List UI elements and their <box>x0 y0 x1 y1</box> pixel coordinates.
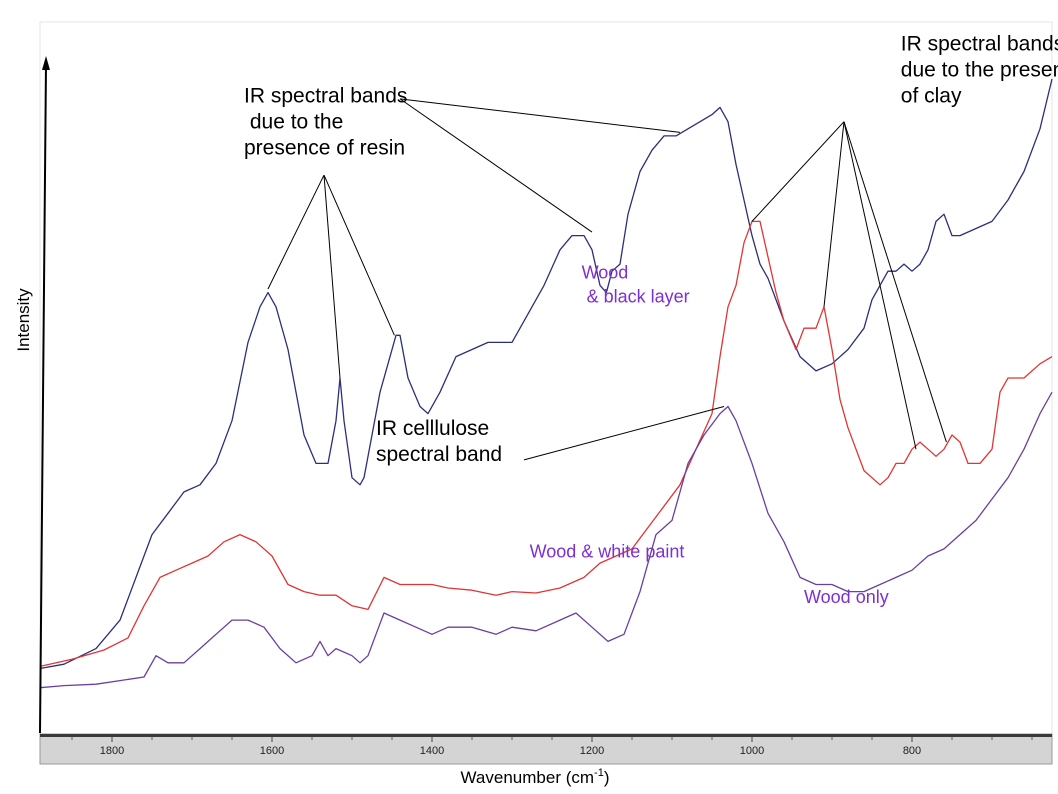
annotation-layer: IR spectral bands due to the presence of … <box>244 32 1058 465</box>
series-line-1 <box>39 220 1053 668</box>
annotation-leader-line <box>399 98 681 133</box>
annotation-line: due to the presence <box>901 58 1058 81</box>
annotation-line: presence of resin <box>244 136 405 159</box>
y-axis-title: Intensity <box>14 288 33 352</box>
series-line-2 <box>39 391 1053 689</box>
x-axis-title-end: ) <box>604 768 610 787</box>
series-label-1: Wood & white paint <box>530 541 685 561</box>
annotation-leader-line <box>751 121 845 222</box>
y-axis-arrowhead <box>42 56 50 70</box>
annotation-leader-line <box>823 121 845 307</box>
annotation-text-3: IR celllulose spectral band <box>376 417 502 466</box>
annotation-leader-line <box>267 174 325 290</box>
series-layer <box>39 78 1053 689</box>
x-tick-label: 1800 <box>100 745 124 757</box>
series-label-line: Wood <box>582 262 629 282</box>
x-axis-title-main: Wavenumber (cm <box>461 768 595 787</box>
x-tick-label: 1000 <box>740 745 764 757</box>
series-label-line: Wood only <box>804 587 889 607</box>
x-tick-label: 1400 <box>420 745 444 757</box>
annotation-line: IR spectral bands <box>901 32 1058 55</box>
annotation-line: IR celllulose <box>376 417 489 440</box>
annotation-text-0: IR spectral bands due to the presence of … <box>244 84 407 159</box>
y-axis-arrow-line <box>39 63 47 734</box>
series-label-layer: Wood & black layer Wood & white paint Wood … <box>530 262 889 607</box>
series-label-0: Wood & black layer <box>582 262 690 306</box>
annotation-leader-line <box>843 121 917 450</box>
x-tick-layer: 1800 1600 1400 1200 1000 800 <box>71 737 1033 757</box>
x-axis-band-edge <box>40 734 1052 737</box>
annotation-text-2: IR spectral bands due to the presence of c… <box>901 32 1058 107</box>
series-label-line: Wood & white paint <box>530 541 685 561</box>
annotation-leader-line <box>399 98 593 233</box>
annotation-line: of clay <box>901 84 962 107</box>
annotation-line: spectral band <box>376 443 502 466</box>
annotation-leader-line <box>323 174 395 336</box>
annotation-leader-line <box>523 405 725 461</box>
series-line-0 <box>39 78 1053 670</box>
x-axis-title-sup: -1 <box>594 767 604 779</box>
annotation-line: IR spectral bands <box>244 84 407 107</box>
plot-area <box>39 21 1053 735</box>
annotation-leader-line <box>843 121 947 443</box>
annotation-line: due to the <box>244 110 343 133</box>
series-label-line: & black layer <box>587 286 690 306</box>
x-axis-band <box>39 733 1053 765</box>
annotation-leader-line <box>323 175 341 379</box>
x-tick-label: 1200 <box>580 745 604 757</box>
x-tick-label: 1600 <box>260 745 284 757</box>
series-label-2: Wood only <box>804 587 889 607</box>
x-axis-title: Wavenumber (cm-1) <box>461 767 610 787</box>
x-tick-label: 800 <box>903 745 921 757</box>
